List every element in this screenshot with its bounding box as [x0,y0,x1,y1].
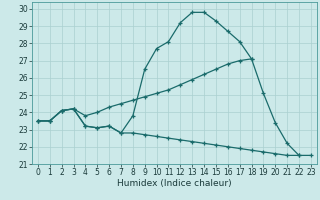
X-axis label: Humidex (Indice chaleur): Humidex (Indice chaleur) [117,179,232,188]
